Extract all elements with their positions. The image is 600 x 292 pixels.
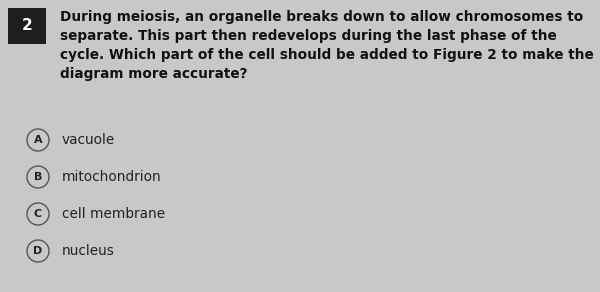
- Text: nucleus: nucleus: [62, 244, 115, 258]
- Text: C: C: [34, 209, 42, 219]
- Text: B: B: [34, 172, 42, 182]
- Text: cell membrane: cell membrane: [62, 207, 165, 221]
- Text: 2: 2: [22, 18, 32, 34]
- FancyBboxPatch shape: [8, 8, 46, 44]
- Circle shape: [27, 203, 49, 225]
- Circle shape: [27, 166, 49, 188]
- Circle shape: [27, 129, 49, 151]
- Text: vacuole: vacuole: [62, 133, 115, 147]
- Circle shape: [27, 240, 49, 262]
- Text: D: D: [34, 246, 43, 256]
- Text: A: A: [34, 135, 43, 145]
- Text: During meiosis, an organelle breaks down to allow chromosomes to
separate. This : During meiosis, an organelle breaks down…: [60, 10, 594, 81]
- Text: mitochondrion: mitochondrion: [62, 170, 162, 184]
